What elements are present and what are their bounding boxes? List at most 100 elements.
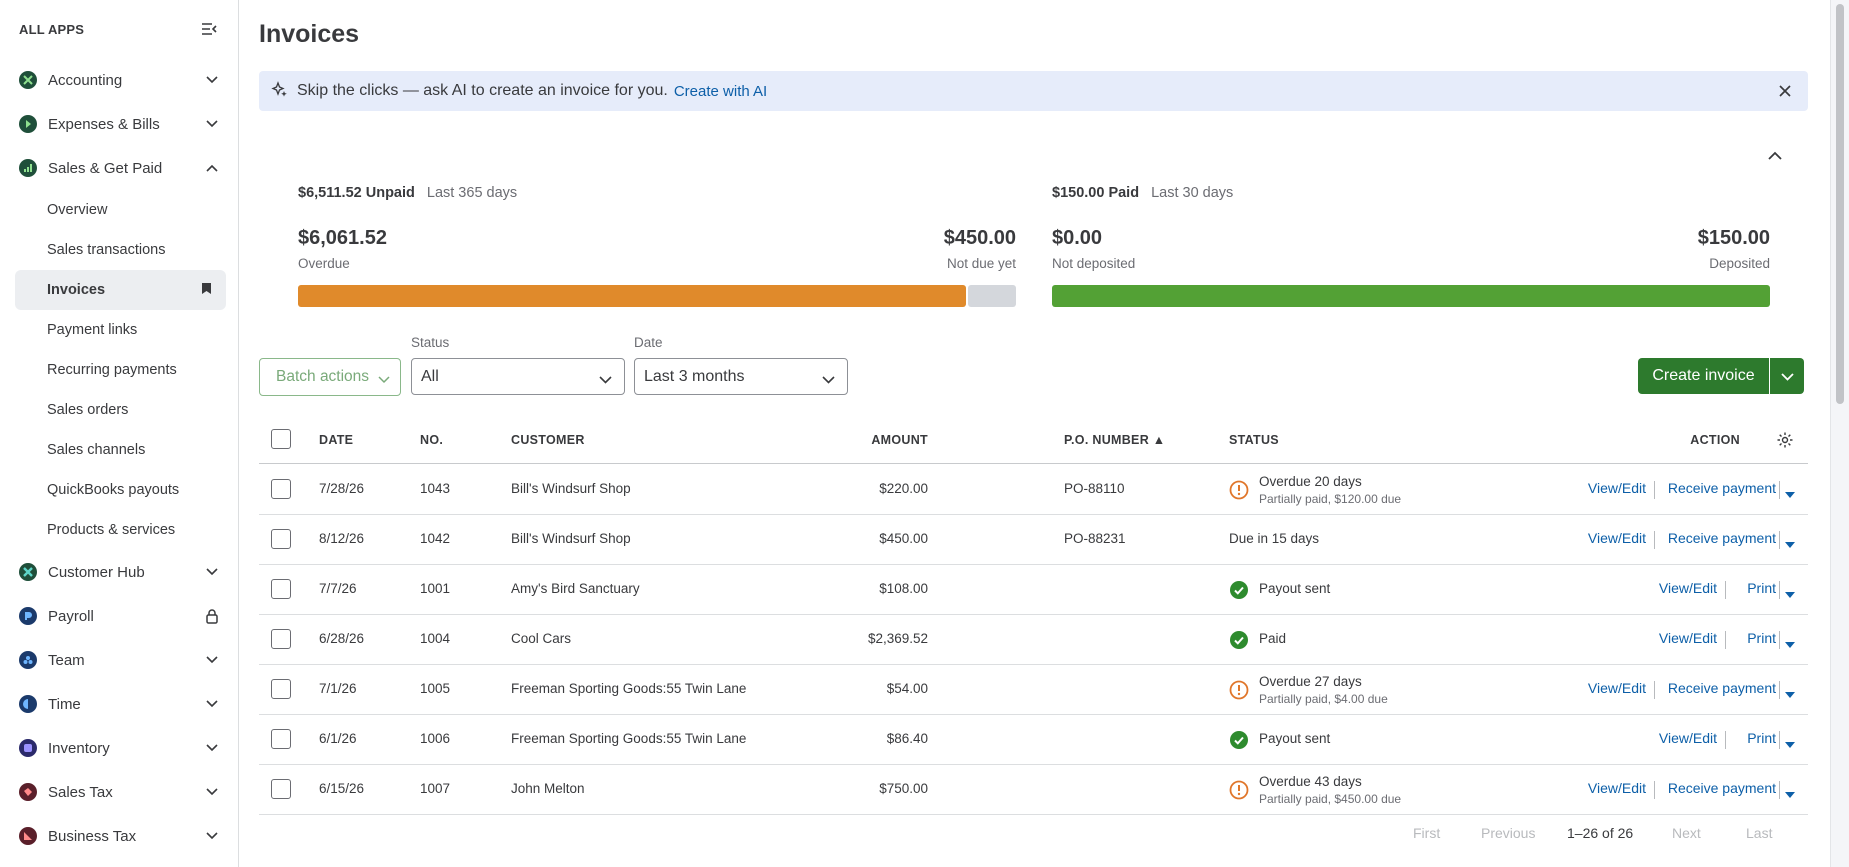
view-edit-link[interactable]: View/Edit [1658,630,1717,646]
view-edit-link[interactable]: View/Edit [1587,780,1646,796]
create-with-ai-link[interactable]: Create with AI [673,82,768,100]
row-actions-dropdown-icon[interactable] [1784,686,1796,698]
app-customer-hub[interactable]: Customer Hub [0,550,238,594]
column-po-number[interactable]: P.O. NUMBER ▲ [1064,433,1166,447]
row-checkbox[interactable] [271,579,291,599]
collapse-sidebar-icon[interactable] [198,18,220,40]
invoice-number: 1004 [420,631,451,646]
print-link[interactable]: Print [1747,580,1776,596]
deposited-label: Deposited [1709,256,1770,271]
deposited-bar[interactable] [1052,285,1770,307]
table-header: DATE NO. CUSTOMER AMOUNT P.O. NUMBER ▲ S… [259,418,1808,464]
sidebar-item-sales-orders[interactable]: Sales orders [47,402,129,418]
status-filter-label: Status [411,335,450,350]
invoice-customer[interactable]: Bill's Windsurf Shop [511,481,631,496]
pagination-first[interactable]: First [1413,825,1441,841]
invoice-customer[interactable]: John Melton [511,781,585,796]
row-actions-dropdown-icon[interactable] [1784,736,1796,748]
column-no[interactable]: NO. [420,433,444,447]
row-checkbox[interactable] [271,629,291,649]
row-actions-dropdown-icon[interactable] [1784,586,1796,598]
row-checkbox[interactable] [271,779,291,799]
table-row[interactable]: 7/28/26 1043 Bill's Windsurf Shop $220.00 PO… [259,465,1808,515]
app-sales-get-paid[interactable]: Sales & Get Paid [0,146,238,190]
pagination-next[interactable]: Next [1672,825,1701,841]
bookmark-icon[interactable] [201,282,212,299]
close-icon[interactable] [1776,82,1794,100]
app-business-tax[interactable]: Business Tax [0,814,238,858]
view-edit-link[interactable]: View/Edit [1587,680,1646,696]
not-due-bar[interactable] [968,285,1016,307]
app-time[interactable]: Time [0,682,238,726]
view-edit-link[interactable]: View/Edit [1658,580,1717,596]
pagination-previous[interactable]: Previous [1481,825,1536,841]
row-actions-dropdown-icon[interactable] [1784,536,1796,548]
view-edit-link[interactable]: View/Edit [1658,730,1717,746]
app-sales-tax[interactable]: Sales Tax [0,770,238,814]
row-actions-dropdown-icon[interactable] [1784,636,1796,648]
app-accounting[interactable]: Accounting [0,58,238,102]
row-checkbox[interactable] [271,729,291,749]
warning-icon [1229,480,1249,500]
invoice-amount: $750.00 [879,781,928,796]
sidebar-item-quickbooks-payouts[interactable]: QuickBooks payouts [47,482,180,498]
view-edit-link[interactable]: View/Edit [1587,480,1646,496]
sidebar-item-sales-channels[interactable]: Sales channels [47,442,146,458]
invoice-customer[interactable]: Amy's Bird Sanctuary [511,581,640,596]
table-settings-gear-icon[interactable] [1776,431,1794,452]
row-actions-dropdown-icon[interactable] [1784,486,1796,498]
sidebar-item-overview[interactable]: Overview [47,202,108,218]
print-link[interactable]: Print [1747,730,1776,746]
create-invoice-menu-button[interactable] [1770,358,1804,394]
app-label: Sales & Get Paid [48,159,163,177]
overdue-bar[interactable] [298,285,966,307]
table-row[interactable]: 8/12/26 1042 Bill's Windsurf Shop $450.00 PO… [259,515,1808,565]
sidebar-item-recurring-payments[interactable]: Recurring payments [47,362,177,378]
invoice-customer[interactable]: Cool Cars [511,631,572,646]
invoice-customer[interactable]: Bill's Windsurf Shop [511,531,631,546]
app-expenses-bills[interactable]: Expenses & Bills [0,102,238,146]
app-team[interactable]: Team [0,638,238,682]
row-checkbox[interactable] [271,529,291,549]
invoice-date: 8/12/26 [319,531,365,546]
receive-payment-link[interactable]: Receive payment [1667,480,1776,496]
sidebar-item-products-services[interactable]: Products & services [47,522,176,538]
row-actions-dropdown-icon[interactable] [1784,786,1796,798]
column-status[interactable]: STATUS [1229,433,1279,447]
app-label: Team [48,651,85,669]
pagination-last[interactable]: Last [1746,825,1773,841]
column-amount[interactable]: AMOUNT [871,433,928,447]
invoice-customer[interactable]: Freeman Sporting Goods:55 Twin Lane [511,731,747,746]
scrollbar-thumb[interactable] [1836,4,1844,404]
sidebar-title: ALL APPS [19,21,85,37]
page-scrollbar[interactable] [1830,0,1849,867]
collapse-summary-icon[interactable] [1765,146,1785,166]
invoice-customer[interactable]: Freeman Sporting Goods:55 Twin Lane [511,681,747,696]
table-row[interactable]: 6/28/26 1004 Cool Cars $2,369.52 Paid View/Ed… [259,615,1808,665]
column-date[interactable]: DATE [319,433,354,447]
app-inventory[interactable]: Inventory [0,726,238,770]
table-row[interactable]: 7/7/26 1001 Amy's Bird Sanctuary $108.00 Pay… [259,565,1808,615]
create-invoice-button[interactable]: Create invoice [1638,358,1769,394]
app-payroll[interactable]: Payroll [0,594,238,638]
sidebar-item-invoices[interactable]: Invoices [15,270,226,310]
sidebar-item-sales-transactions[interactable]: Sales transactions [47,242,166,258]
action-divider [1779,731,1780,749]
table-row[interactable]: 6/15/26 1007 John Melton $750.00 Overdue 43 … [259,765,1808,815]
batch-actions-button[interactable]: Batch actions [259,358,401,396]
invoice-amount: $450.00 [879,531,928,546]
receive-payment-link[interactable]: Receive payment [1667,680,1776,696]
status-filter-select[interactable]: All [411,358,625,395]
column-customer[interactable]: CUSTOMER [511,433,585,447]
receive-payment-link[interactable]: Receive payment [1667,530,1776,546]
table-row[interactable]: 6/1/26 1006 Freeman Sporting Goods:55 Twin… [259,715,1808,765]
sidebar-item-payment-links[interactable]: Payment links [47,322,138,338]
select-all-checkbox[interactable] [271,429,291,449]
receive-payment-link[interactable]: Receive payment [1667,780,1776,796]
date-filter-select[interactable]: Last 3 months [634,358,848,395]
print-link[interactable]: Print [1747,630,1776,646]
view-edit-link[interactable]: View/Edit [1587,530,1646,546]
row-checkbox[interactable] [271,679,291,699]
row-checkbox[interactable] [271,479,291,499]
table-row[interactable]: 7/1/26 1005 Freeman Sporting Goods:55 Twin… [259,665,1808,715]
